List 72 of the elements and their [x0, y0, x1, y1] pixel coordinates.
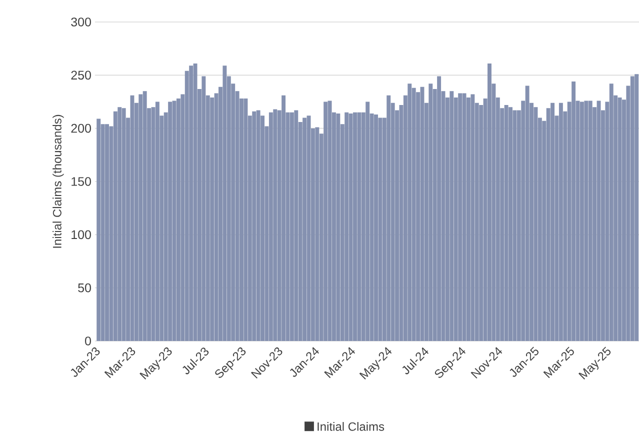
bar	[408, 84, 412, 341]
bar	[378, 118, 382, 341]
bar	[584, 100, 588, 341]
bar	[534, 107, 538, 341]
bar	[596, 100, 601, 341]
bar	[572, 82, 576, 341]
bar	[315, 127, 320, 341]
text: Initial Claims	[318, 422, 384, 431]
bar	[328, 100, 332, 341]
bar	[634, 74, 639, 341]
bar	[130, 95, 134, 341]
bar	[273, 109, 278, 341]
bar	[138, 94, 143, 341]
y-tick-label: 300	[71, 18, 91, 26]
bar	[324, 102, 328, 341]
bar	[348, 113, 353, 341]
bar	[512, 110, 517, 341]
bar	[558, 102, 563, 341]
bar	[466, 97, 470, 341]
y-tick-label: 150	[72, 177, 91, 186]
bar	[344, 112, 349, 341]
bar	[222, 66, 227, 341]
bar	[504, 104, 508, 341]
bar	[374, 114, 378, 341]
bar	[118, 107, 122, 341]
bar	[96, 118, 101, 341]
bar	[168, 102, 172, 341]
bar	[105, 124, 109, 341]
bar	[189, 66, 194, 341]
bar	[580, 102, 584, 341]
y-tick-label: 200	[71, 124, 91, 133]
bar	[525, 86, 530, 341]
bar	[609, 84, 614, 341]
y-tick-label: 50	[78, 283, 91, 292]
bar	[366, 102, 370, 341]
bar	[210, 97, 214, 341]
bar	[550, 102, 555, 341]
bar	[268, 112, 273, 341]
bar	[353, 112, 357, 341]
bar	[302, 118, 307, 341]
bar	[113, 111, 118, 341]
bar	[155, 102, 160, 341]
bar	[630, 76, 634, 341]
bar	[122, 108, 126, 341]
bar	[176, 98, 180, 341]
bar	[470, 94, 475, 341]
bar	[437, 76, 442, 341]
bar	[462, 93, 466, 341]
bar	[294, 110, 298, 341]
bar	[618, 97, 622, 341]
bar	[336, 113, 340, 341]
y-tick-label: 0	[85, 336, 91, 346]
bar	[588, 100, 592, 341]
bar	[252, 111, 256, 341]
bar	[357, 112, 362, 341]
y-axis-title: Initial Claims (thousands)	[52, 114, 64, 248]
bar	[256, 110, 260, 341]
bar	[202, 76, 206, 341]
bar	[290, 112, 294, 341]
y-tick-label: 100	[72, 230, 91, 240]
bar	[508, 107, 512, 341]
bar	[458, 93, 462, 341]
bar	[428, 84, 433, 341]
bar	[244, 98, 248, 341]
bar	[386, 95, 391, 341]
y-tick-label: 250	[71, 70, 91, 80]
bar	[142, 91, 147, 341]
bar	[488, 63, 492, 341]
bar	[412, 88, 416, 341]
bar	[450, 91, 454, 341]
bar	[282, 95, 286, 341]
bar	[193, 63, 198, 341]
